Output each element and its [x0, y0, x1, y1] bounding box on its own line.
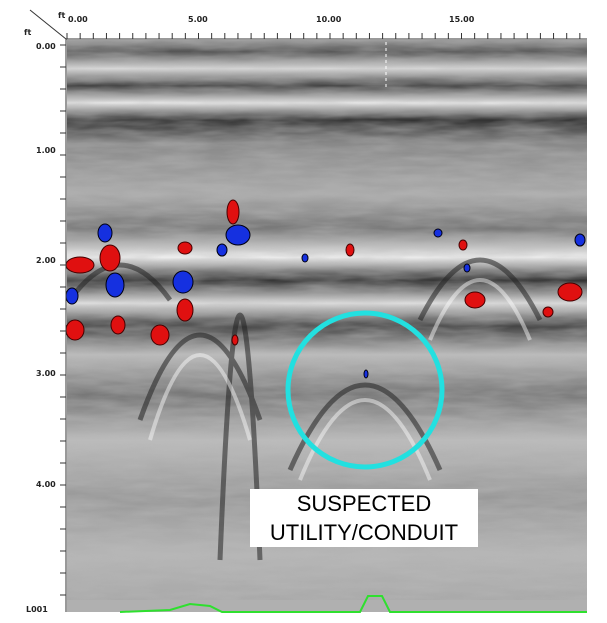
annotation: SUSPECTED UTILITY/CONDUIT — [250, 489, 478, 547]
line-label: L001 — [26, 605, 48, 614]
annotation-line: UTILITY/CONDUIT — [270, 520, 458, 545]
top-tick-label: 10.00 — [316, 15, 342, 24]
top-tick-label: 0.00 — [68, 15, 88, 24]
top-tick-label: 5.00 — [188, 15, 208, 24]
axes: ft ft 0.00 5.00 10.00 15.00 0.00 1.00 2.… — [24, 9, 587, 614]
target-circle — [285, 310, 445, 470]
annotation-line: SUSPECTED — [297, 491, 431, 516]
left-tick-label: 0.00 — [36, 42, 56, 51]
left-tick-label: 3.00 — [36, 369, 56, 378]
left-tick-label: 1.00 — [36, 146, 56, 155]
left-tick-label: 2.00 — [36, 256, 56, 265]
top-axis-unit: ft — [58, 11, 65, 20]
left-tick-label: 4.00 — [36, 480, 56, 489]
radargram — [65, 40, 587, 613]
top-tick-label: 15.00 — [449, 15, 475, 24]
left-axis-unit: ft — [24, 28, 31, 37]
